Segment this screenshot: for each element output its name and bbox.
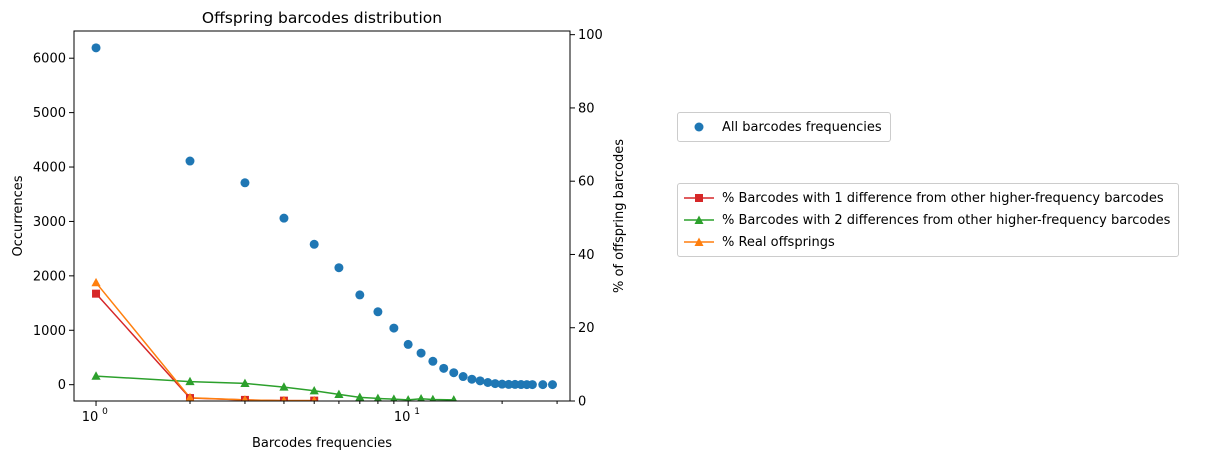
x-tick-label: 10	[82, 410, 99, 425]
y-tick-label: 2000	[33, 269, 66, 284]
legend-marker-triangle	[684, 215, 714, 224]
data-point	[497, 379, 507, 389]
plot-area	[91, 43, 557, 401]
y-tick-label: 6000	[33, 52, 66, 67]
data-point	[373, 393, 382, 401]
data-point	[490, 379, 500, 389]
data-point	[279, 382, 289, 391]
y-tick-label: 3000	[33, 215, 66, 230]
data-point	[538, 380, 548, 390]
data-point	[91, 43, 101, 53]
y2-tick-label: 0	[578, 395, 586, 410]
data-point	[428, 356, 438, 366]
series-line-2	[95, 375, 454, 401]
data-point	[417, 394, 425, 401]
data-point	[185, 392, 195, 401]
y-tick-label: 5000	[33, 106, 66, 121]
data-point	[92, 289, 101, 298]
y2-tick-label: 80	[578, 101, 595, 116]
legend-label: % Real offsprings	[722, 234, 835, 250]
x-axis-label: Barcodes frequencies	[252, 436, 392, 451]
legend-item-1-difference: % Barcodes with 1 difference from other …	[684, 187, 1170, 209]
data-point	[475, 376, 485, 386]
data-point	[279, 213, 289, 223]
y2-tick-label: 100	[578, 28, 603, 43]
legend-marker-triangle	[684, 237, 714, 246]
data-point	[547, 380, 557, 390]
chart-title: Offspring barcodes distribution	[202, 9, 442, 27]
legend-item-real-offsprings: % Real offsprings	[684, 231, 1170, 253]
y2-tick-label: 60	[578, 175, 595, 190]
y2-tick-label: 20	[578, 321, 595, 336]
data-point	[91, 371, 101, 380]
data-point	[504, 379, 514, 389]
data-point	[311, 395, 318, 401]
y2-axis-label: % of offspring barcodes	[612, 139, 627, 293]
legend-label: All barcodes frequencies	[722, 119, 882, 135]
data-point	[240, 378, 250, 388]
data-point	[416, 348, 426, 358]
data-point	[373, 307, 383, 317]
data-point	[527, 380, 537, 390]
data-point	[458, 372, 468, 382]
data-point	[185, 156, 195, 166]
legend-marker-square	[684, 194, 714, 202]
data-point	[309, 385, 319, 395]
data-point	[390, 394, 398, 401]
data-point	[281, 395, 287, 401]
series-line-1	[95, 293, 315, 401]
series-line-3	[95, 282, 315, 401]
data-point	[309, 239, 319, 249]
legend-percentages: % Barcodes with 1 difference from other …	[677, 183, 1180, 257]
data-point	[429, 394, 437, 401]
data-point	[91, 277, 101, 287]
y2-tick-label: 40	[578, 248, 595, 263]
data-point	[449, 368, 459, 378]
legend-item-2-differences: % Barcodes with 2 differences from other…	[684, 209, 1170, 231]
y-tick-label: 0	[58, 378, 66, 393]
y-tick-label: 1000	[33, 324, 66, 339]
data-point	[467, 374, 477, 384]
y-axis-left: 0 1000 2000 3000 4000 5000 6000	[33, 52, 74, 393]
data-point	[334, 389, 344, 399]
data-point	[389, 323, 399, 333]
legend-marker-circle	[694, 122, 704, 132]
x-tick-label: 10	[394, 410, 411, 425]
data-point	[355, 290, 365, 300]
legend-item-all-barcodes: All barcodes frequencies	[684, 116, 882, 138]
legend-frequencies: All barcodes frequencies	[677, 112, 891, 142]
data-point	[334, 263, 344, 273]
y-axis-right: 0 20 40 60 80 100	[570, 28, 603, 410]
data-point	[439, 363, 449, 373]
data-point	[403, 339, 413, 349]
data-point	[240, 178, 250, 188]
data-point	[404, 395, 412, 401]
data-point	[241, 395, 249, 401]
legend-label: % Barcodes with 2 differences from other…	[722, 212, 1171, 228]
data-point	[355, 392, 365, 401]
legend-label: % Barcodes with 1 difference from other …	[722, 190, 1164, 206]
plot-frame	[73, 30, 571, 402]
x-tick-label-exponent: 0	[102, 407, 108, 417]
y-tick-label: 4000	[33, 161, 66, 176]
data-point	[185, 376, 195, 386]
x-tick-label-exponent: 1	[414, 407, 420, 417]
data-point	[483, 378, 493, 387]
x-axis: 10 0 10 1	[82, 401, 558, 425]
series-layer	[91, 43, 557, 401]
data-point	[450, 395, 457, 401]
y-axis-label: Occurrences	[11, 175, 26, 256]
